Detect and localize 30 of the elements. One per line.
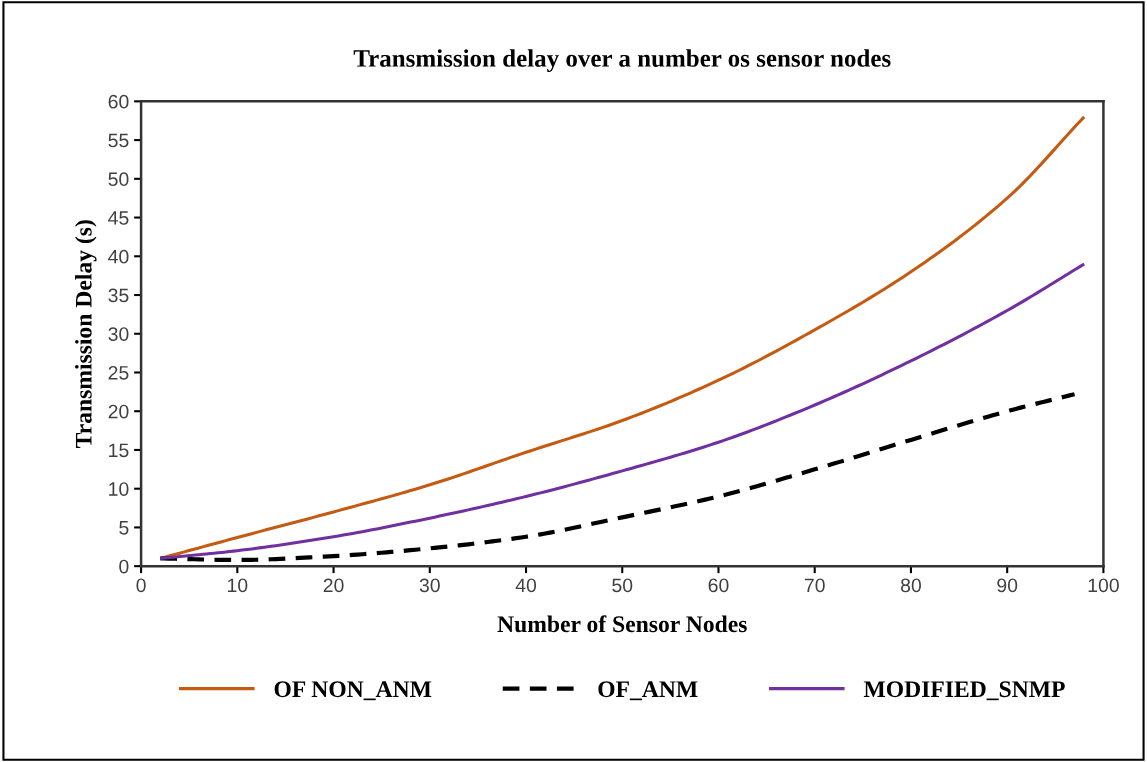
y-tick-label: 55 <box>108 133 129 148</box>
y-tick-label: 50 <box>108 172 129 187</box>
y-tick-label: 35 <box>108 288 129 303</box>
y-tick-label: 30 <box>108 327 129 341</box>
legend-label: OF NON_ANM <box>274 681 432 701</box>
y-tick-label: 20 <box>108 404 129 419</box>
x-tick-label: 30 <box>419 578 440 593</box>
y-tick-label: 60 <box>108 94 129 109</box>
x-tick-label: 50 <box>612 578 633 593</box>
x-tick-label: 0 <box>136 578 146 593</box>
y-tick-label: 0 <box>119 559 129 574</box>
y-tick-label: 10 <box>109 482 129 496</box>
legend-label: OF_ANM <box>598 681 698 701</box>
y-tick-label: 40 <box>108 249 129 264</box>
y-tick-label: 45 <box>108 211 129 225</box>
x-tick-label: 10 <box>227 578 248 593</box>
x-tick-label: 70 <box>804 578 825 593</box>
y-tick-label: 25 <box>108 365 129 380</box>
x-tick-label: 20 <box>323 578 344 593</box>
y-axis-title: Transmission Delay (s) <box>75 220 97 448</box>
y-tick-label: 15 <box>109 443 129 458</box>
chart-title: Transmission delay over a number os sensor nodes <box>353 49 891 73</box>
x-axis-title: Number of Sensor Nodes <box>497 615 747 633</box>
legend-label: MODIFIED_SNMP <box>863 681 1065 701</box>
x-tick-label: 80 <box>900 578 921 593</box>
x-tick-label: 60 <box>708 578 729 593</box>
x-tick-label: 100 <box>1088 578 1119 593</box>
x-tick-label: 90 <box>997 578 1018 593</box>
y-tick-label: 5 <box>119 521 129 535</box>
x-tick-label: 40 <box>515 578 537 593</box>
